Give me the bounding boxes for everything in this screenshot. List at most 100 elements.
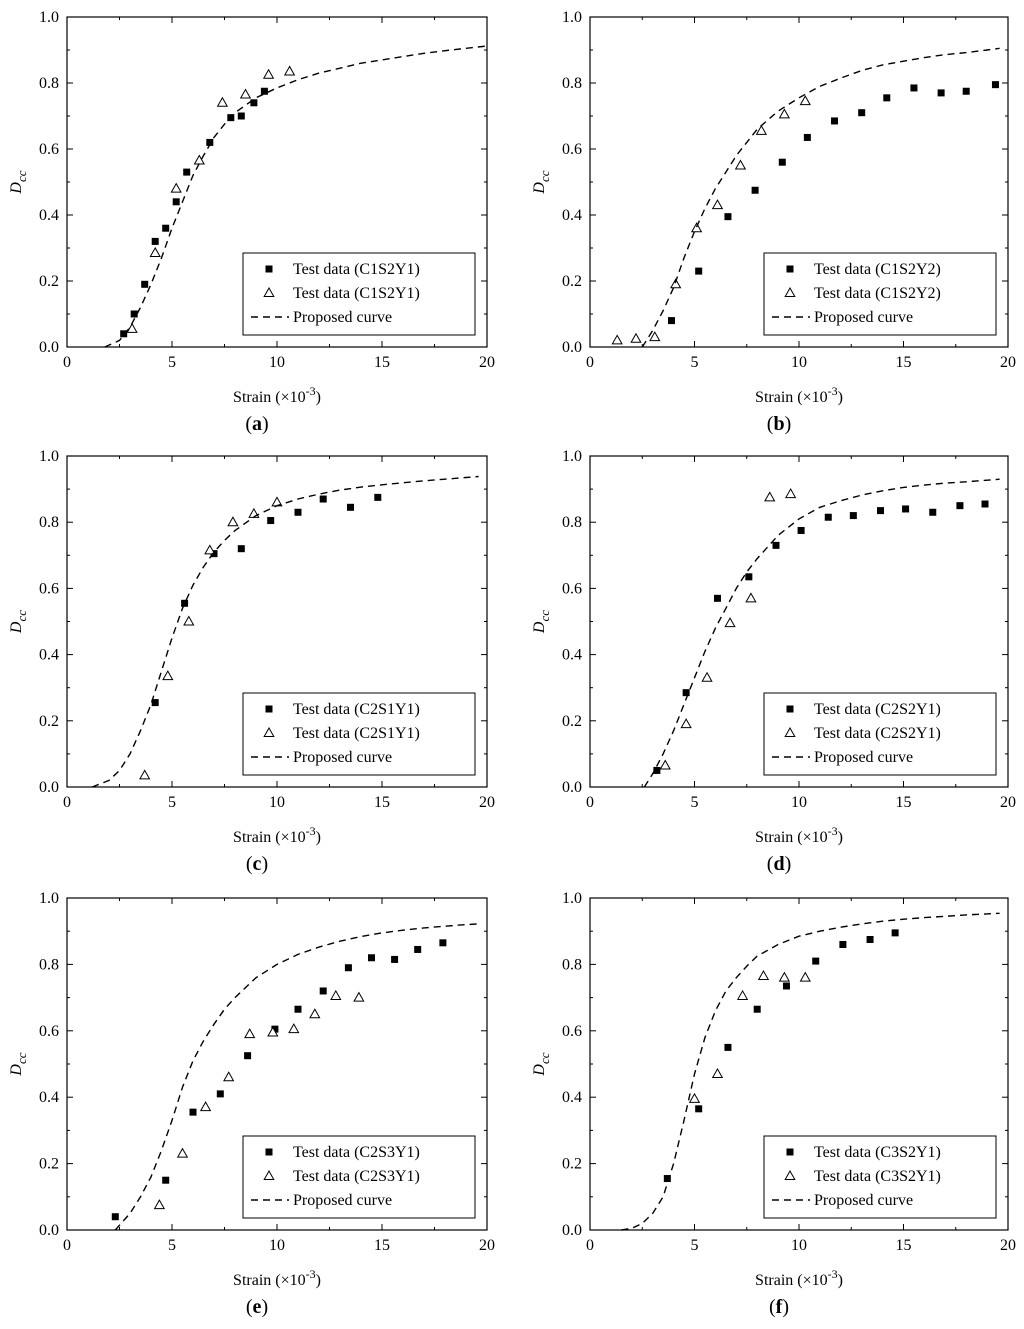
- data-point-square: [891, 929, 899, 937]
- data-point-square: [803, 133, 811, 141]
- data-point-square: [294, 1005, 302, 1013]
- x-tick-label: 10: [791, 1237, 807, 1254]
- series-square-filled: [120, 87, 268, 338]
- panel-label-open: (: [245, 413, 252, 435]
- legend: Test data (C3S2Y1) Test data (C3S2Y1) Prop…: [763, 1135, 997, 1219]
- panel-label: (e): [246, 1296, 268, 1318]
- legend-label: Proposed curve: [293, 309, 392, 326]
- x-axis-title-main: Strain (×10: [755, 389, 828, 406]
- series-proposed-curve: [621, 912, 1000, 1231]
- y-tick-label: 0.8: [562, 75, 582, 92]
- data-point-square: [981, 500, 989, 508]
- chart-panel-e: 0 5 10 15 20 0.0 0.2 0.4 0.6 0.8 1.0 Strain (×10-3)…: [8, 890, 495, 1318]
- data-point-square: [271, 1025, 279, 1033]
- y-tick-label: 0.0: [39, 779, 59, 796]
- data-point-square: [778, 158, 786, 166]
- series-triangle-open: [153, 989, 365, 1210]
- y-tick-label: 0.2: [39, 713, 59, 730]
- data-point-triangle: [778, 971, 791, 982]
- data-point-square: [877, 507, 885, 515]
- y-axis-title-subscript: cc: [14, 170, 29, 182]
- y-axis-title-subscript: cc: [537, 610, 552, 622]
- legend-label: Test data (C1S2Y2): [814, 285, 941, 302]
- data-point-square: [929, 508, 937, 516]
- y-tick-label: 0.4: [562, 1089, 582, 1106]
- data-point-square: [724, 1043, 732, 1051]
- chart-panel-b: 0 5 10 15 20 0.0 0.2 0.4 0.6 0.8 1.0 Strain (×10-3)…: [531, 9, 1016, 435]
- y-tick-label: 0.0: [562, 1222, 582, 1239]
- chart-panel-c: 0 5 10 15 20 0.0 0.2 0.4 0.6 0.8 1.0 Strain (×10-3)…: [8, 448, 495, 875]
- y-tick-label: 0.2: [39, 1156, 59, 1173]
- x-axis-title-exponent: -3: [828, 384, 838, 398]
- x-tick-label: 15: [896, 354, 912, 371]
- data-point-triangle: [248, 507, 260, 518]
- y-tick-label: 0.8: [39, 514, 59, 531]
- x-tick-label: 10: [791, 794, 807, 811]
- legend-symbol-square: [265, 265, 273, 273]
- legend-box: [763, 1135, 997, 1219]
- data-point-triangle: [711, 199, 724, 210]
- y-tick-label: 0.8: [562, 514, 582, 531]
- data-point-square: [695, 267, 703, 275]
- data-point-square: [344, 964, 352, 972]
- x-tick-label: 5: [691, 794, 699, 811]
- data-point-triangle: [764, 491, 776, 502]
- panel-label-close: ): [262, 413, 269, 435]
- x-axis-title-main: Strain (×10: [233, 1272, 306, 1289]
- panel-label-close: ): [782, 1296, 789, 1318]
- x-axis-title: Strain (×10-3): [755, 1267, 843, 1289]
- series-square-filled: [668, 81, 999, 325]
- legend-label: Test data (C2S2Y1): [814, 725, 941, 742]
- y-axis-title: Dcc: [531, 610, 552, 634]
- legend-box: [242, 692, 476, 776]
- y-tick-label: 0.6: [39, 1023, 59, 1040]
- y-tick-label: 0.0: [562, 339, 582, 356]
- data-point-triangle: [153, 1199, 166, 1210]
- legend: Test data (C1S2Y1) Test data (C1S2Y1) Prop…: [242, 252, 476, 336]
- data-point-square: [267, 517, 275, 525]
- y-tick-label: 1.0: [39, 448, 59, 465]
- x-axis-title-main: Strain (×10: [233, 389, 306, 406]
- series-triangle-open: [126, 65, 296, 333]
- panel-label-letter: b: [773, 413, 784, 435]
- legend: Test data (C2S1Y1) Test data (C2S1Y1) Prop…: [242, 692, 476, 776]
- data-point-triangle: [288, 1023, 300, 1034]
- legend-symbol-triangle: [263, 286, 275, 297]
- y-axis-title-main: D: [8, 1064, 25, 1077]
- data-point-triangle: [755, 124, 768, 135]
- x-axis-title: Strain (×10-3): [755, 384, 843, 406]
- data-point-triangle: [239, 88, 252, 99]
- x-tick-label: 0: [63, 354, 71, 371]
- series-proposed-curve: [91, 475, 479, 788]
- x-tick-label: 15: [374, 1237, 390, 1254]
- y-tick-label: 0.6: [562, 1023, 582, 1040]
- data-point-square: [162, 1176, 170, 1184]
- y-tick-label: 1.0: [39, 890, 59, 907]
- legend-label: Proposed curve: [814, 749, 913, 766]
- x-axis-title-exponent: -3: [306, 824, 316, 838]
- x-axis-title-close: ): [838, 1272, 843, 1289]
- data-point-square: [724, 213, 732, 221]
- x-tick-label: 10: [269, 1237, 285, 1254]
- x-tick-label: 20: [1000, 1237, 1016, 1254]
- x-tick-label: 5: [168, 1237, 176, 1254]
- legend-label: Proposed curve: [814, 1192, 913, 1209]
- y-tick-label: 0.4: [39, 207, 59, 224]
- proposed-curve-line: [114, 923, 479, 1231]
- data-point-square: [439, 939, 447, 947]
- y-tick-label: 0.0: [39, 1222, 59, 1239]
- data-point-square: [937, 89, 945, 97]
- panel-label-close: ): [261, 1296, 268, 1318]
- data-point-square: [141, 280, 149, 288]
- x-axis-title-exponent: -3: [828, 824, 838, 838]
- series-triangle-open: [611, 95, 811, 345]
- panel-label: (f): [769, 1296, 789, 1318]
- data-point-triangle: [799, 971, 811, 982]
- data-point-square: [772, 541, 780, 549]
- y-axis-title-subscript: cc: [537, 170, 552, 182]
- panel-label-close: ): [785, 413, 792, 435]
- legend-box: [763, 692, 997, 776]
- y-axis-title-subscript: cc: [537, 1052, 552, 1064]
- data-point-square: [120, 330, 128, 338]
- legend: Test data (C1S2Y2) Test data (C1S2Y2) Prop…: [763, 252, 997, 336]
